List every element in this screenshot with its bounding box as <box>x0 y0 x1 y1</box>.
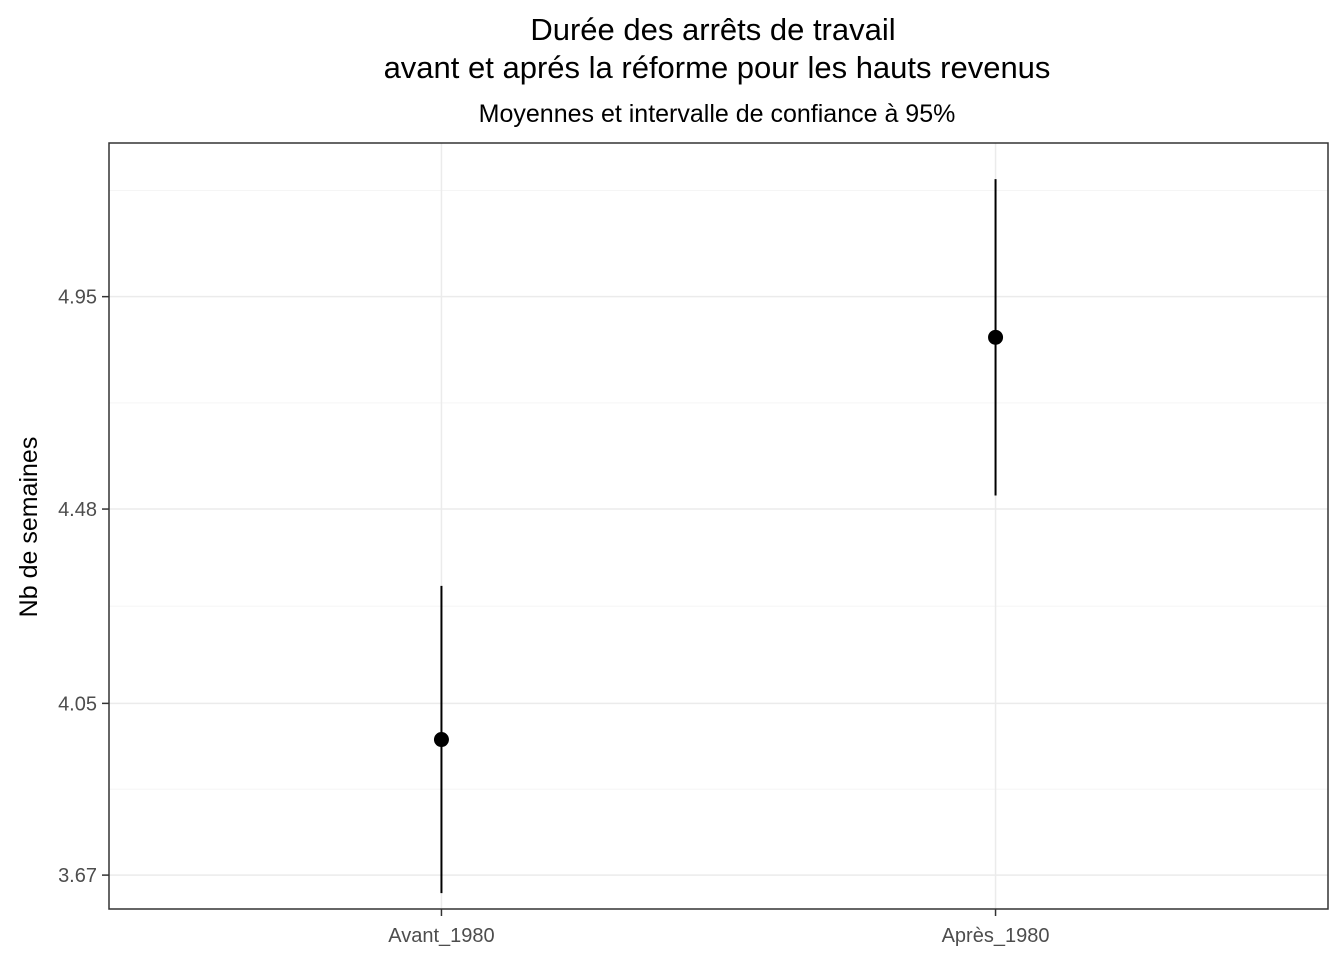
panel-background <box>109 143 1328 909</box>
y-tick-label: 4.95 <box>58 287 97 309</box>
x-tick-label: Après_1980 <box>942 925 1050 947</box>
chart-title-line-2: avant et aprés la réforme pour les hauts… <box>384 50 1051 85</box>
y-tick-label: 4.48 <box>58 499 97 521</box>
chart-subtitle: Moyennes et intervalle de confiance à 95… <box>479 100 956 128</box>
y-tick-label: 4.05 <box>58 693 97 715</box>
x-tick-label: Avant_1980 <box>388 925 494 947</box>
y-tick-label: 3.67 <box>58 865 97 887</box>
mean-point <box>433 732 449 748</box>
y-axis-title: Nb de semaines <box>15 437 43 618</box>
mean-point <box>988 329 1004 345</box>
chart-title-line-1: Durée des arrêts de travail <box>530 12 895 47</box>
panel-border <box>108 142 1329 910</box>
plot-area: 3.67 4.05 4.48 4.95 Avant_1980 Après_1980 <box>58 142 1329 947</box>
